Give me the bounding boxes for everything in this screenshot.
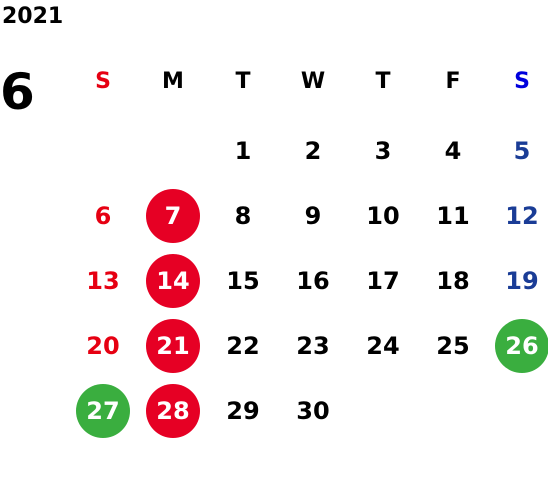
day-cell: 13 [86, 267, 120, 295]
day-cell: 25 [436, 332, 470, 360]
day-cell: 24 [366, 332, 400, 360]
day-cell: 22 [226, 332, 260, 360]
day-cell: 2 [304, 137, 322, 165]
holiday-circle-red [146, 254, 200, 308]
holiday-circle-red [146, 384, 200, 438]
day-cell: 30 [296, 397, 330, 425]
day-cell: 29 [226, 397, 260, 425]
day-cell: 3 [374, 137, 392, 165]
month-number: 6 [0, 63, 35, 121]
day-cell: 7 [164, 202, 182, 230]
day-cell: 8 [234, 202, 252, 230]
day-cell: 10 [366, 202, 400, 230]
day-cell: 28 [156, 397, 190, 425]
weekday-header: W [300, 68, 326, 94]
day-cell: 5 [513, 137, 531, 165]
day-cell: 1 [234, 137, 252, 165]
weekday-header: S [514, 68, 530, 94]
day-cell: 15 [226, 267, 260, 295]
holiday-circle-green [76, 384, 130, 438]
holiday-circle-green [495, 319, 548, 373]
holiday-circle-red [146, 189, 200, 243]
day-cell: 16 [296, 267, 330, 295]
day-cell: 18 [436, 267, 470, 295]
day-cell: 23 [296, 332, 330, 360]
weekday-header: T [375, 68, 391, 94]
day-cell: 6 [94, 202, 112, 230]
day-cell: 20 [86, 332, 120, 360]
weekday-header: T [235, 68, 251, 94]
day-cell: 21 [156, 332, 190, 360]
day-cell: 4 [444, 137, 462, 165]
weekday-header: S [95, 68, 111, 94]
holiday-circle-red [146, 319, 200, 373]
day-cell: 17 [366, 267, 400, 295]
day-cell: 14 [156, 267, 190, 295]
weekday-header: F [445, 68, 461, 94]
year-label: 2021 [2, 4, 64, 29]
day-cell: 12 [505, 202, 539, 230]
day-cell: 11 [436, 202, 470, 230]
day-cell: 27 [86, 397, 120, 425]
weekday-header: M [162, 68, 184, 94]
day-cell: 26 [505, 332, 539, 360]
day-cell: 9 [304, 202, 322, 230]
day-cell: 19 [505, 267, 539, 295]
